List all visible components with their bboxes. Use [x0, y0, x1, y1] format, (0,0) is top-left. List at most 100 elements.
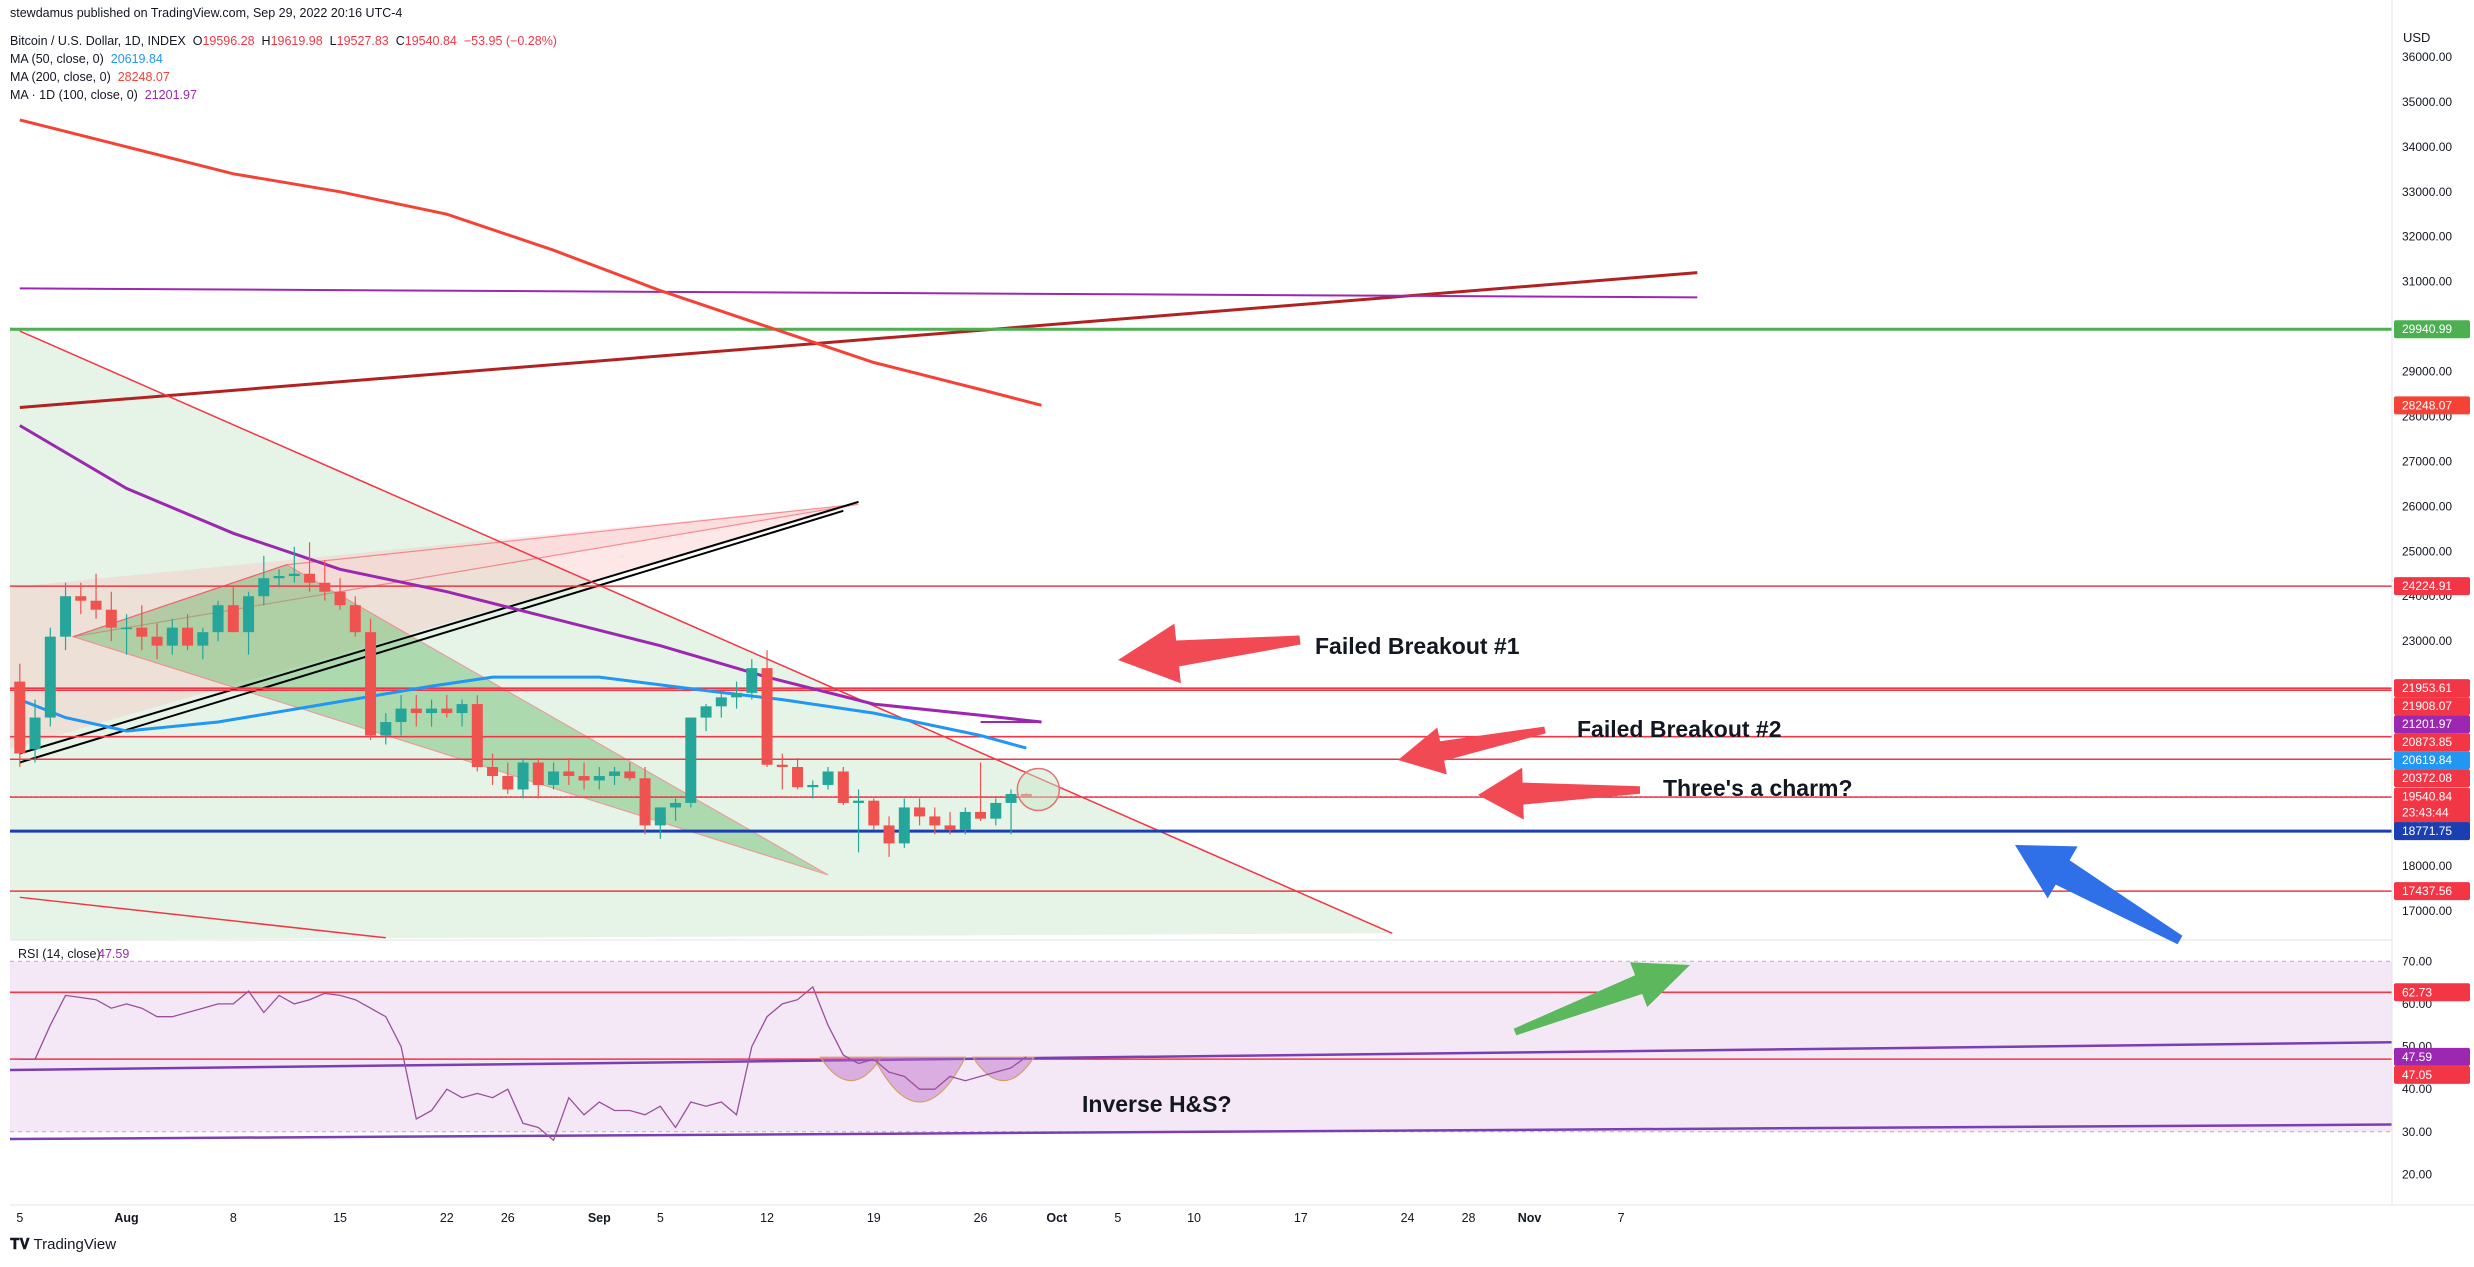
candle-body — [792, 766, 804, 788]
candle-body — [548, 771, 560, 785]
price-tag-label-bg — [2394, 751, 2470, 770]
price-tag-label: 18771.75 — [2402, 824, 2452, 838]
price-tag-label-bg — [2394, 396, 2470, 415]
candle — [776, 753, 788, 790]
candle-body — [975, 811, 987, 819]
candle-body — [75, 596, 87, 601]
price-tag-label: 20372.08 — [2402, 771, 2452, 785]
candle — [853, 789, 865, 853]
rsi-line — [19, 985, 1027, 1142]
candle — [502, 762, 514, 794]
time-tick-label: 7 — [1618, 1211, 1625, 1225]
candle-body — [334, 591, 346, 606]
candle-body — [487, 766, 499, 776]
ohlc-line: Bitcoin / U.S. Dollar, 1D, INDEX O19596.… — [10, 34, 557, 48]
candle-body — [731, 692, 743, 698]
candle — [578, 762, 590, 790]
rsi-tag-label-bg — [2394, 1047, 2470, 1066]
price-tag-label-bg — [2394, 733, 2470, 752]
candle — [792, 758, 804, 790]
candle-body — [410, 708, 422, 714]
rsi-pane — [10, 985, 2392, 1142]
candle-body — [914, 807, 926, 817]
candle — [182, 614, 194, 651]
price-tag-label: 20873.85 — [2402, 735, 2452, 749]
candle-body — [456, 704, 468, 714]
ma200-value: 28248.07 — [117, 70, 170, 84]
candle-body — [807, 784, 819, 788]
candle — [258, 555, 270, 606]
candle — [151, 623, 163, 660]
ma100-legend[interactable]: MA · 1D (100, close, 0) 21201.97 — [10, 88, 197, 102]
trendline-1 — [19, 287, 1698, 299]
candle-body — [471, 704, 483, 767]
candle-body — [685, 717, 697, 803]
trendline-black-2 — [19, 509, 844, 764]
rsi-legend-label: RSI (14, close) — [18, 947, 101, 961]
candle — [715, 690, 727, 718]
annotation-text-3: Inverse H&S? — [1082, 1091, 1232, 1117]
ma200-legend[interactable]: MA (200, close, 0) 28248.07 — [10, 70, 170, 84]
candle-body — [182, 627, 194, 646]
candle-body — [212, 605, 224, 633]
candle-body — [700, 706, 712, 718]
tradingview-logo[interactable]: 𝐓𝐕 TradingView — [10, 1236, 116, 1253]
candle-body — [837, 771, 849, 803]
time-tick-label: 26 — [974, 1211, 988, 1225]
annotation-text-2: Three's a charm? — [1663, 775, 1853, 801]
candle-body — [746, 668, 758, 693]
candle-body — [227, 605, 239, 633]
candle-body — [853, 800, 865, 803]
candle-body — [90, 600, 102, 610]
time-tick-label: Oct — [1046, 1211, 1068, 1225]
time-tick-label: 5 — [1114, 1211, 1121, 1225]
rsi-tag-label-bg — [2394, 983, 2470, 1002]
time-tick-label: Sep — [588, 1211, 611, 1225]
rsi-tag-label: 47.59 — [2402, 1050, 2432, 1064]
high-label: H — [261, 34, 271, 48]
trendline-4 — [19, 896, 386, 939]
last-candle-highlight — [1016, 767, 1061, 812]
rising-triangle — [72, 503, 859, 638]
candle — [929, 807, 941, 835]
rsi-legend-value: 47.59 — [98, 947, 129, 961]
candle — [731, 681, 743, 709]
candle — [593, 766, 605, 790]
candle-body — [883, 825, 895, 844]
candle-body — [868, 800, 880, 826]
ma50-legend[interactable]: MA (50, close, 0) 20619.84 — [10, 52, 163, 66]
price-tag-label: 21201.97 — [2402, 717, 2452, 731]
candle-body — [898, 807, 910, 844]
candle — [197, 627, 209, 660]
price-tag-label: 21953.61 — [2402, 681, 2452, 695]
candle — [456, 699, 468, 727]
time-tick-label: 5 — [16, 1211, 23, 1225]
candle-body — [121, 627, 133, 630]
rsi-tick-label: 70.00 — [2402, 954, 2432, 968]
ma-line-0 — [19, 675, 1027, 750]
open-label: O — [192, 34, 203, 48]
annotation-text-1: Failed Breakout #2 — [1577, 716, 1782, 742]
candle — [1005, 789, 1017, 835]
arrow-threes-a-charm — [1478, 767, 1641, 820]
time-tick-label: 22 — [440, 1211, 454, 1225]
time-tick-label: 8 — [230, 1211, 237, 1225]
time-tick-label: 5 — [657, 1211, 664, 1225]
candle — [304, 542, 316, 592]
candle — [14, 663, 26, 767]
time-tick-label: 15 — [333, 1211, 347, 1225]
time-tick-label: 19 — [867, 1211, 881, 1225]
candle — [29, 699, 41, 763]
candle-body — [349, 605, 361, 633]
candle — [121, 614, 133, 655]
candle — [410, 695, 422, 727]
candle-body — [761, 668, 773, 765]
arrow-failed-breakout-2 — [1398, 726, 1546, 775]
candle — [563, 758, 575, 785]
candle — [166, 618, 178, 655]
low-value: 19527.83 — [336, 34, 389, 48]
candle-body — [639, 778, 651, 826]
close-value: 19540.84 — [404, 34, 457, 48]
